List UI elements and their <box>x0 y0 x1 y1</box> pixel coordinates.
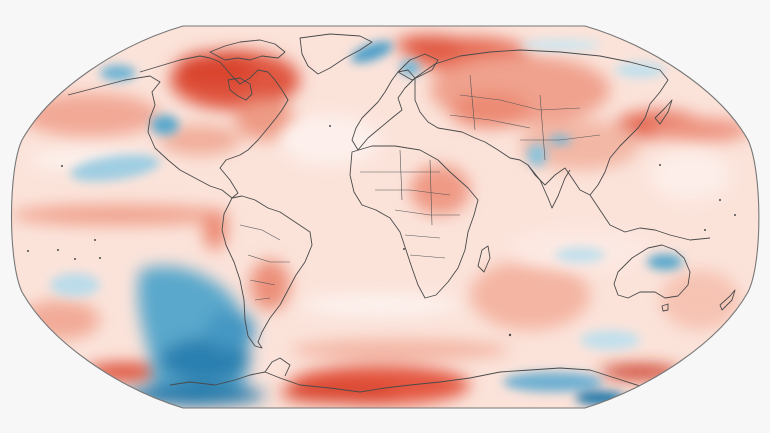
cool-anomalies <box>50 39 683 405</box>
canadian-archipelago <box>209 39 286 61</box>
southeast-asia-coast <box>589 194 711 241</box>
antarctica-coast <box>169 367 641 393</box>
south-america-coast <box>221 195 313 349</box>
japan-coast <box>654 99 673 125</box>
greenland-coast <box>299 33 373 75</box>
antarctic-peninsula <box>264 357 291 377</box>
india-coast <box>527 164 571 209</box>
hudson-bay <box>227 77 253 101</box>
south-america-borders <box>239 224 290 301</box>
new-zealand <box>719 289 736 311</box>
australia-coast <box>613 244 691 299</box>
africa-coast <box>349 145 479 299</box>
projection-frame <box>11 25 760 409</box>
south-pacific-cool <box>125 266 265 407</box>
asia-borders <box>449 74 601 161</box>
madagascar <box>477 245 491 273</box>
north-america-coast <box>67 55 289 199</box>
island-dots <box>27 125 736 337</box>
scandinavia-coast <box>397 53 439 81</box>
europe-coast <box>351 69 416 151</box>
tasmania <box>661 303 669 312</box>
coastlines <box>27 33 736 393</box>
africa-borders <box>360 149 460 259</box>
